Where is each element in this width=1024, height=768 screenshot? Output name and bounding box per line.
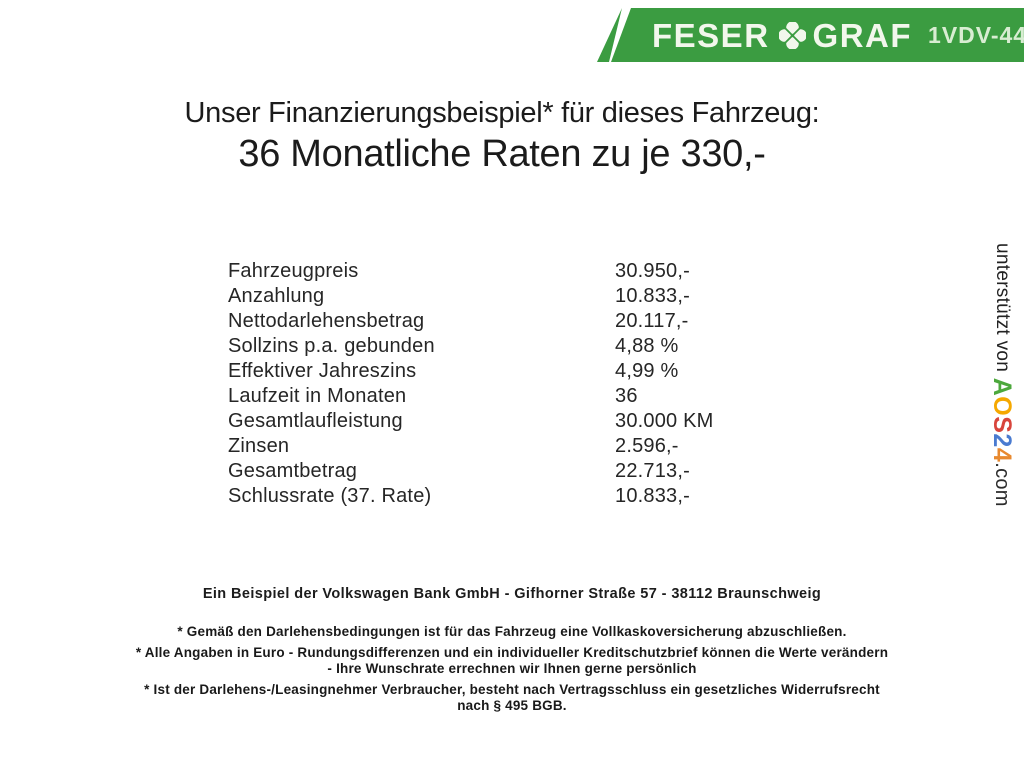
row-label: Anzahlung <box>228 285 325 307</box>
table-row: Effektiver Jahreszins 4,99 % <box>228 359 788 384</box>
row-value: 4,88 % <box>615 335 679 357</box>
table-row: Zinsen 2.596,- <box>228 434 788 459</box>
table-row: Nettodarlehensbetrag 20.117,- <box>228 309 788 334</box>
row-label: Effektiver Jahreszins <box>228 360 417 382</box>
row-value: 20.117,- <box>615 310 689 332</box>
row-value: 2.596,- <box>615 435 679 457</box>
dealer-banner-content: FESER GRAF 1VDV-4410 <box>652 19 1024 52</box>
row-value: 30.950,- <box>615 260 690 282</box>
brand-name-first: FESER <box>652 16 770 54</box>
table-row: Gesamtbetrag 22.713,- <box>228 459 788 484</box>
aos24-logo-letter: O <box>988 396 1016 417</box>
headline-line1: Unser Finanzierungsbeispiel* für dieses … <box>184 97 820 129</box>
table-row: Laufzeit in Monaten 36 <box>228 384 788 409</box>
supported-by-vertical-text: unterstützt von AOS24.com <box>987 243 1016 543</box>
supported-by-prefix: unterstützt von <box>992 243 1013 378</box>
disclaimer-line: nach § 495 BGB. <box>457 698 567 713</box>
row-value: 30.000 KM <box>615 410 714 432</box>
disclaimer-paragraph: * Ist der Darlehens-/Leasingnehmer Verbr… <box>0 682 1024 714</box>
bank-example-line: Ein Beispiel der Volkswagen Bank GmbH - … <box>202 586 822 602</box>
aos24-domain-suffix: .com <box>991 462 1013 507</box>
disclaimer-line: - Ihre Wunschrate errechnen wir Ihnen ge… <box>327 661 697 676</box>
disclaimer-block: * Gemäß den Darlehensbedingungen ist für… <box>0 624 1024 719</box>
clover-icon <box>778 21 806 49</box>
disclaimer-line: * Alle Angaben in Euro - Rundungsdiffere… <box>135 645 889 660</box>
aos24-logo: AOS24 <box>988 378 1016 463</box>
row-label: Laufzeit in Monaten <box>228 385 407 407</box>
table-row: Fahrzeugpreis 30.950,- <box>228 259 788 284</box>
disclaimer-line: * Ist der Darlehens-/Leasingnehmer Verbr… <box>144 682 880 697</box>
aos24-logo-letter: A <box>988 377 1016 397</box>
row-label: Sollzins p.a. gebunden <box>228 335 435 357</box>
row-label: Nettodarlehensbetrag <box>228 310 425 332</box>
row-label: Schlussrate (37. Rate) <box>228 485 432 507</box>
vehicle-code: 1VDV-4410 <box>928 21 1024 48</box>
table-row: Schlussrate (37. Rate) 10.833,- <box>228 484 788 509</box>
brand-name-second: GRAF <box>812 16 913 54</box>
table-row: Gesamtlaufleistung 30.000 KM <box>228 409 788 434</box>
table-row: Anzahlung 10.833,- <box>228 284 788 309</box>
dealer-banner: FESER GRAF 1VDV-4410 <box>611 8 1024 62</box>
row-label: Gesamtbetrag <box>228 460 358 482</box>
row-label: Fahrzeugpreis <box>228 260 359 282</box>
row-value: 4,99 % <box>615 360 679 382</box>
table-row: Sollzins p.a. gebunden 4,88 % <box>228 334 788 359</box>
row-value: 10.833,- <box>615 285 690 307</box>
aos24-logo-letter: 4 <box>988 447 1016 463</box>
disclaimer-paragraph: * Alle Angaben in Euro - Rundungsdiffere… <box>0 645 1024 677</box>
disclaimer-line: * Gemäß den Darlehensbedingungen ist für… <box>177 624 847 639</box>
row-value: 22.713,- <box>615 460 690 482</box>
aos24-logo-letter: S <box>988 416 1016 434</box>
row-label: Zinsen <box>228 435 290 457</box>
headline: Unser Finanzierungsbeispiel* für dieses … <box>0 96 1004 175</box>
row-label: Gesamtlaufleistung <box>228 410 403 432</box>
disclaimer-paragraph: * Gemäß den Darlehensbedingungen ist für… <box>0 624 1024 640</box>
aos24-logo-letter: 2 <box>988 433 1016 448</box>
finance-table: Fahrzeugpreis 30.950,- Anzahlung 10.833,… <box>228 259 788 509</box>
row-value: 10.833,- <box>615 485 690 507</box>
headline-line2: 36 Monatliche Raten zu je 330,- <box>238 133 766 175</box>
row-value: 36 <box>615 385 638 407</box>
